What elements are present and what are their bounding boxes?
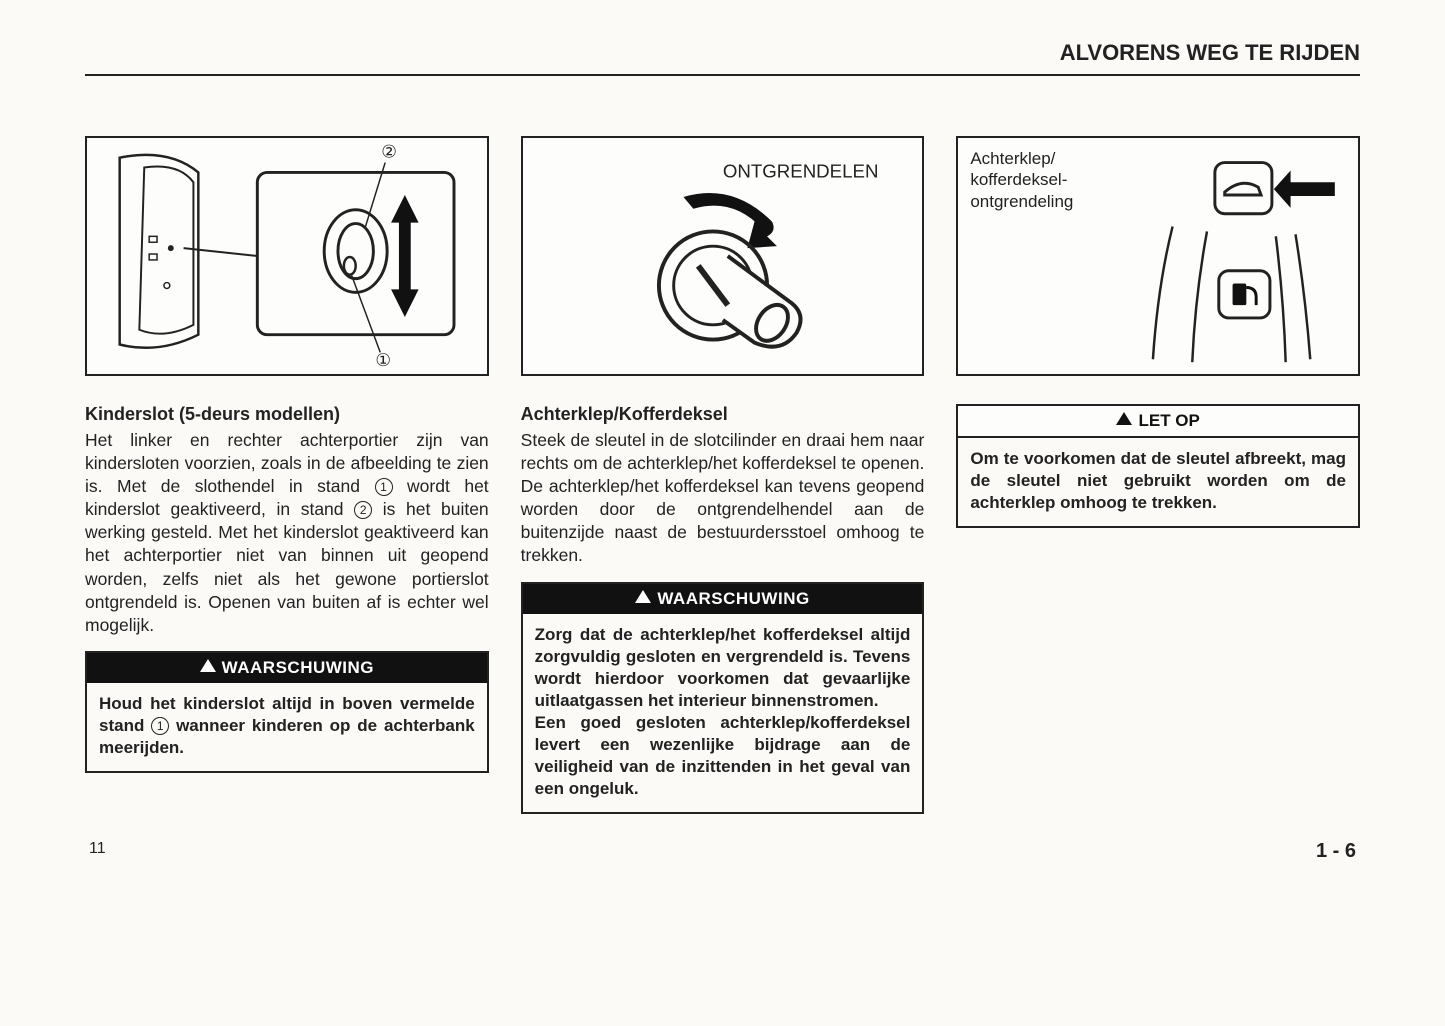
col1-text-c: is het buiten werking gesteld. Met het k… xyxy=(85,499,489,634)
col3-note-head-text: LET OP xyxy=(1138,411,1199,430)
caution-icon xyxy=(1116,412,1132,425)
col2-warning-head-text: WAARSCHUWING xyxy=(657,589,809,608)
col2-text: Steek de sleutel in de slotcilinder en d… xyxy=(521,429,925,568)
circled-1b-icon: 1 xyxy=(151,717,169,735)
section-header: ALVORENS WEG TE RIJDEN xyxy=(85,40,1360,66)
col3-note-body: Om te voorkomen dat de sleutel afbreekt,… xyxy=(958,438,1358,526)
page-footer: 11 1 - 6 xyxy=(85,840,1360,863)
column-2: ONTGRENDELEN Achterklep/Kofferdeksel Ste… xyxy=(521,136,925,814)
col3-note-box: LET OP Om te voorkomen dat de sleutel af… xyxy=(956,404,1360,528)
footer-left: 11 xyxy=(89,840,106,863)
circled-2-icon: 2 xyxy=(354,501,372,519)
header-rule xyxy=(85,74,1360,76)
col2-warning-head: WAARSCHUWING xyxy=(523,584,923,614)
footer-right: 1 - 6 xyxy=(1316,840,1356,863)
manual-page: ALVORENS WEG TE RIJDEN xyxy=(0,0,1445,883)
unlock-label: ONTGRENDELEN xyxy=(723,160,879,181)
warning-icon xyxy=(200,659,216,672)
col1-warning-head-text: WAARSCHUWING xyxy=(222,658,374,677)
column-3: Achterklep/ kofferdeksel- ontgrendeling xyxy=(956,136,1360,814)
col2-title: Achterklep/Kofferdeksel xyxy=(521,404,925,425)
svg-text:②: ② xyxy=(381,142,397,162)
figure-child-lock: ② ① xyxy=(85,136,489,376)
warning-icon xyxy=(635,590,651,603)
figure-key-unlock: ONTGRENDELEN xyxy=(521,136,925,376)
col1-warning-head: WAARSCHUWING xyxy=(87,653,487,683)
release-label: Achterklep/ kofferdeksel- ontgrendeling xyxy=(970,148,1073,212)
col1-warning-body: Houd het kinderslot altijd in boven verm… xyxy=(87,683,487,771)
columns: ② ① Kinderslot (5-deurs modellen) Het li… xyxy=(85,136,1360,814)
col1-title: Kinderslot (5-deurs modellen) xyxy=(85,404,489,425)
svg-text:①: ① xyxy=(375,350,391,370)
col2-warning-body: Zorg dat de achterklep/het kofferdeksel … xyxy=(523,614,923,813)
col2-warning-box: WAARSCHUWING Zorg dat de achterklep/het … xyxy=(521,582,925,815)
col1-text: Het linker en rechter achterportier zijn… xyxy=(85,429,489,637)
col1-warning-box: WAARSCHUWING Houd het kinderslot altijd … xyxy=(85,651,489,773)
circled-1-icon: 1 xyxy=(375,478,393,496)
col3-note-head: LET OP xyxy=(958,406,1358,438)
column-1: ② ① Kinderslot (5-deurs modellen) Het li… xyxy=(85,136,489,814)
figure-release-lever: Achterklep/ kofferdeksel- ontgrendeling xyxy=(956,136,1360,376)
